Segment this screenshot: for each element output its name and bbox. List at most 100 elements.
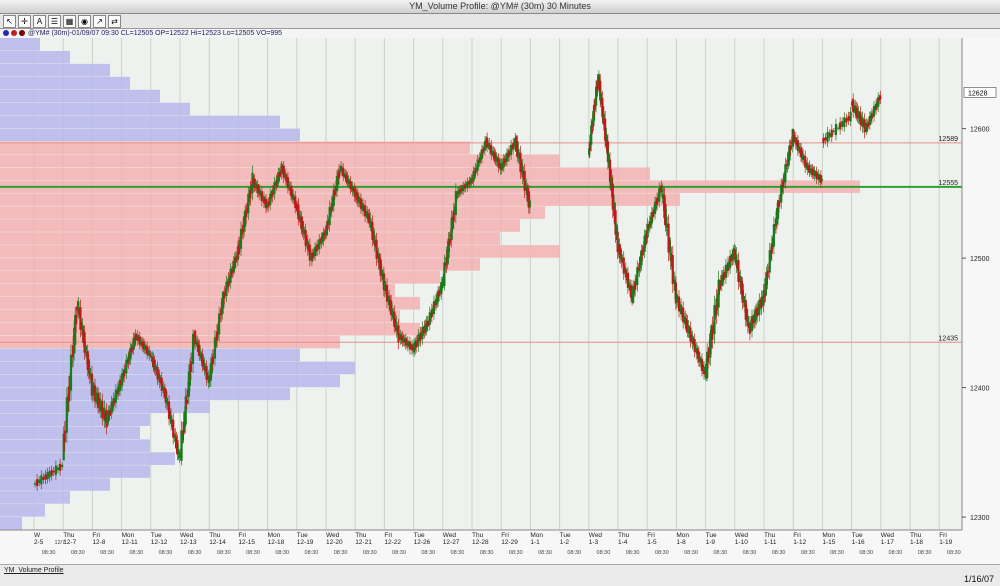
candle-body bbox=[271, 190, 274, 198]
candle-body bbox=[778, 200, 781, 207]
candle-body bbox=[282, 165, 285, 178]
volume-profile-bar bbox=[0, 102, 190, 116]
x-tick-time: 08:30 bbox=[129, 550, 143, 556]
candle-body bbox=[167, 401, 171, 419]
candle-body bbox=[316, 244, 319, 252]
candle-body bbox=[637, 271, 640, 273]
candle-body bbox=[249, 187, 252, 199]
volume-profile-bar bbox=[0, 400, 210, 414]
x-tick-time: 08:30 bbox=[42, 550, 56, 556]
candle-body bbox=[168, 411, 172, 419]
x-tick-date: 12-11 bbox=[122, 539, 139, 546]
candle-body bbox=[165, 397, 169, 405]
x-tick-time: 08:30 bbox=[626, 550, 640, 556]
volume-profile-bar bbox=[0, 63, 110, 77]
candle-body bbox=[451, 216, 454, 229]
candle-body bbox=[273, 182, 276, 195]
candle-body bbox=[184, 396, 187, 425]
candle-body bbox=[770, 243, 773, 254]
candle-body bbox=[590, 125, 593, 145]
candle-body bbox=[490, 145, 493, 155]
candle-body bbox=[42, 477, 45, 480]
candle-body bbox=[614, 210, 617, 235]
candle-body bbox=[80, 322, 83, 327]
candle-body bbox=[802, 154, 805, 161]
candle-body bbox=[322, 232, 325, 242]
candle-body bbox=[56, 467, 60, 471]
volume-profile-bar bbox=[0, 504, 45, 517]
x-tick-day: Wed bbox=[180, 532, 194, 539]
candle-body bbox=[302, 226, 305, 234]
price-chart[interactable]: 12589 12555 12435 12300 12400 12500 12600 12628… bbox=[0, 38, 1000, 564]
candle-body bbox=[671, 254, 674, 284]
candle-body bbox=[79, 307, 82, 330]
x-tick-time: 08:30 bbox=[305, 550, 319, 556]
x-tick-date: 12-13 bbox=[180, 539, 197, 546]
workspace-tab[interactable]: YM_Volume Profile bbox=[4, 567, 64, 574]
candle-body bbox=[247, 193, 250, 214]
candle-body bbox=[239, 228, 243, 249]
candle-body bbox=[233, 257, 236, 269]
candle-body bbox=[706, 351, 709, 379]
cursor-tool-icon[interactable]: ↖ bbox=[3, 15, 16, 28]
grid-icon[interactable]: ▦ bbox=[63, 15, 76, 28]
candle-body bbox=[715, 298, 718, 315]
candle-body bbox=[297, 204, 300, 220]
candle-body bbox=[311, 253, 315, 258]
candle-body bbox=[40, 475, 43, 485]
x-tick-day: Wed bbox=[735, 532, 749, 539]
properties-icon[interactable]: ☰ bbox=[48, 15, 61, 28]
x-tick-time: 08:30 bbox=[363, 550, 377, 556]
month-marker: 12/7 bbox=[54, 540, 65, 546]
candle-body bbox=[318, 239, 321, 250]
candle-body bbox=[164, 389, 168, 404]
last-price-marker bbox=[963, 87, 997, 98]
candle-body bbox=[651, 212, 655, 217]
candle-body bbox=[181, 433, 184, 441]
x-tick-day: Mon bbox=[530, 532, 543, 539]
volume-profile-bar bbox=[0, 465, 150, 478]
crosshair-tool-icon[interactable]: ✛ bbox=[18, 15, 31, 28]
candle-body bbox=[326, 221, 329, 230]
candle-body bbox=[633, 286, 636, 294]
x-tick-day: Tue bbox=[414, 532, 425, 539]
candle-body bbox=[397, 325, 400, 343]
candle-body bbox=[632, 286, 635, 304]
x-tick-time: 08:30 bbox=[830, 550, 844, 556]
candle-body bbox=[417, 334, 420, 347]
candle-body bbox=[375, 239, 378, 259]
candle-body bbox=[729, 255, 732, 269]
palette-icon[interactable]: ◉ bbox=[78, 15, 91, 28]
candle-body bbox=[211, 356, 214, 364]
candle-body bbox=[177, 449, 180, 455]
candle-body bbox=[173, 433, 176, 435]
candle-body bbox=[497, 158, 500, 168]
candle-body bbox=[188, 364, 192, 386]
series-alt-icon[interactable] bbox=[19, 30, 25, 36]
x-tick-date: 1-15 bbox=[822, 539, 835, 546]
x-tick-time: 08:30 bbox=[392, 550, 406, 556]
candle-body bbox=[588, 148, 591, 156]
candle-body bbox=[634, 281, 637, 290]
candle-body bbox=[180, 430, 183, 461]
level-label: 12589 bbox=[939, 136, 959, 143]
series-down-icon[interactable] bbox=[11, 30, 17, 36]
x-tick-day: Thu bbox=[764, 532, 776, 539]
candle-body bbox=[507, 150, 511, 157]
series-color-icon[interactable] bbox=[3, 30, 9, 36]
text-tool-icon[interactable]: A bbox=[33, 15, 46, 28]
candle-body bbox=[641, 250, 644, 256]
candle-body bbox=[244, 210, 247, 227]
candle-body bbox=[734, 249, 737, 260]
candle-body bbox=[772, 224, 776, 247]
compress-icon[interactable]: ⇄ bbox=[108, 15, 121, 28]
x-tick-time: 08:30 bbox=[772, 550, 786, 556]
candle-body bbox=[391, 308, 394, 315]
candle-body bbox=[81, 325, 84, 336]
x-tick-date: 1-4 bbox=[618, 539, 628, 546]
toolbar: ↖ ✛ A ☰ ▦ ◉ ↗ ⇄ bbox=[0, 14, 1000, 29]
cursor-alt-icon[interactable]: ↗ bbox=[93, 15, 106, 28]
candle-body bbox=[58, 463, 62, 471]
volume-profile-bar bbox=[0, 491, 70, 504]
candle-body bbox=[717, 279, 720, 308]
